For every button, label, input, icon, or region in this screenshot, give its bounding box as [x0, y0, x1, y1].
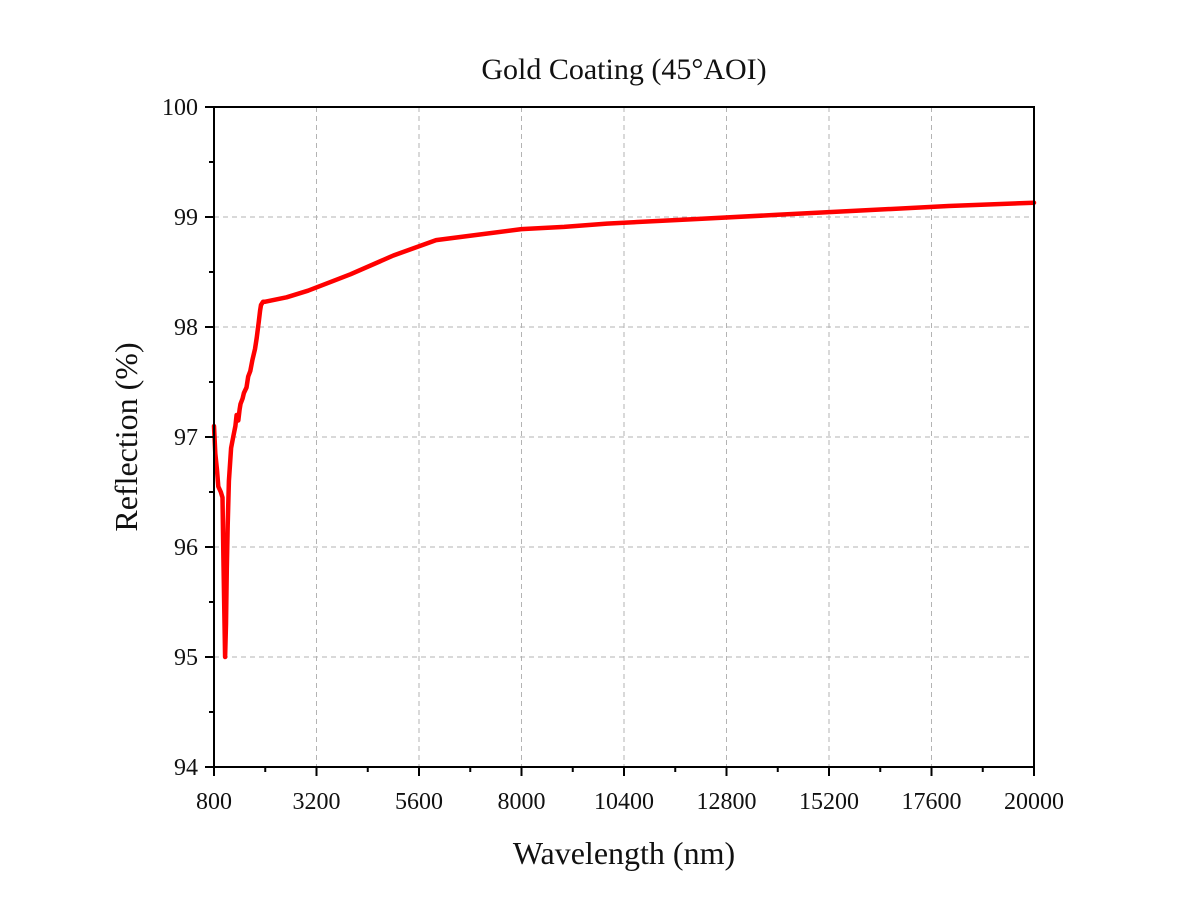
grid-lines — [214, 107, 1034, 767]
x-tick-label: 12800 — [697, 789, 757, 815]
chart-title: Gold Coating (45°AOI) — [481, 53, 766, 86]
x-tick-label: 10400 — [594, 789, 654, 815]
y-tick-label: 95 — [174, 645, 198, 671]
y-tick-label: 98 — [174, 315, 198, 341]
reflection-series-line — [211, 200, 1037, 660]
x-tick-label: 20000 — [1004, 789, 1064, 815]
x-tick-label: 17600 — [902, 789, 962, 815]
y-tick-label: 94 — [174, 755, 198, 781]
axis-ticks: 800 3200 5600 8000 10400 12800 15200 17600 20000… — [162, 95, 1064, 815]
y-tick-label: 99 — [174, 205, 198, 231]
series-layer — [211, 200, 1037, 660]
x-tick-label: 3200 — [293, 789, 341, 815]
y-tick-label: 100 — [162, 95, 198, 121]
x-tick-label: 800 — [196, 789, 232, 815]
x-axis-label: Wavelength (nm) — [513, 835, 735, 871]
x-tick-label: 5600 — [395, 789, 443, 815]
x-tick-label: 15200 — [799, 789, 859, 815]
y-axis-label: Reflection (%) — [108, 342, 144, 531]
y-tick-label: 96 — [174, 535, 198, 561]
y-tick-label: 97 — [174, 425, 198, 451]
x-tick-label: 8000 — [498, 789, 546, 815]
